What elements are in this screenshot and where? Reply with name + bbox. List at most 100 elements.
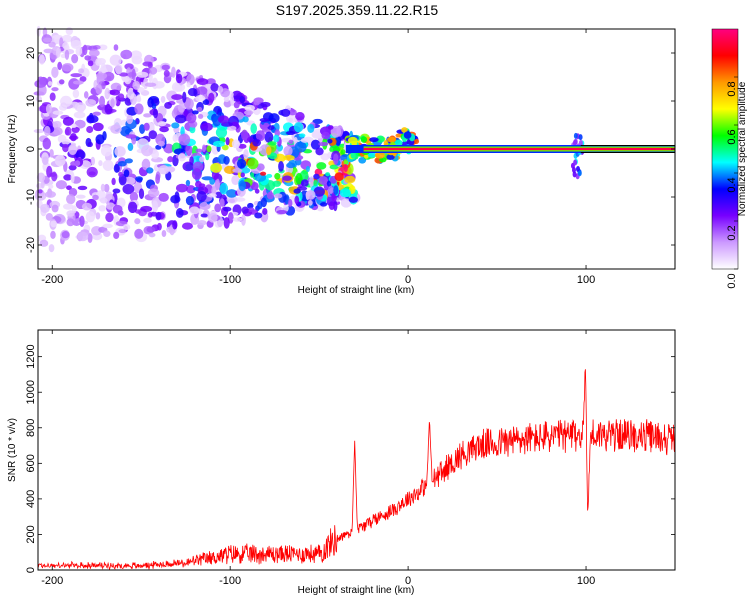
spectrogram-blob — [215, 127, 228, 138]
spectrogram-blob — [112, 188, 121, 194]
spectrogram-blob — [250, 172, 255, 178]
spectrogram-blob — [274, 193, 283, 199]
spectrogram-blob — [177, 103, 186, 113]
spectrogram-blob — [386, 136, 397, 143]
spectrogram-blob — [219, 198, 225, 208]
spectrogram-blob — [48, 244, 55, 253]
spectrogram-blob — [247, 158, 259, 170]
spectrogram-blob — [196, 106, 203, 112]
spectrogram-blob — [191, 168, 202, 180]
spectrogram-blob — [327, 125, 334, 130]
spectrogram-blob — [134, 228, 144, 239]
spectrogram-blob — [61, 63, 74, 72]
spectrogram-blob — [98, 205, 107, 212]
spectrogram-blob — [344, 175, 356, 184]
spectrogram-blob — [320, 202, 328, 207]
spectrogram-blob — [55, 180, 67, 190]
spectrogram-carrier-line — [345, 145, 675, 153]
y-tick-label: 0 — [25, 567, 37, 573]
spectrogram-blob — [134, 218, 141, 225]
x-tick-label: -100 — [219, 274, 241, 286]
spectrogram-blob — [104, 87, 111, 100]
spectrogram-blob — [241, 206, 249, 214]
spectrogram-blob — [114, 146, 126, 157]
spectrogram-blob — [84, 55, 92, 61]
spectrogram-blob — [233, 101, 240, 109]
spectrogram-blob — [199, 156, 205, 163]
spectrogram-blob — [163, 69, 170, 78]
spectrogram-blob — [219, 182, 229, 195]
spectrogram-blob — [181, 222, 194, 230]
x-tick-label: 0 — [405, 274, 411, 286]
spectrogram-blob — [99, 197, 108, 204]
spectrogram-blob — [124, 63, 134, 70]
spectrogram-blob — [386, 154, 395, 161]
spectrogram-blob — [79, 215, 85, 228]
spectrogram-blob — [42, 137, 51, 150]
spectrogram-blob — [211, 186, 217, 196]
spectrogram-blob — [200, 213, 208, 218]
spectrogram-blob — [87, 60, 94, 67]
spectrogram-blob — [268, 113, 280, 123]
spectrogram-blob — [273, 134, 280, 143]
spectrogram-blob — [287, 198, 293, 208]
y-tick-label: 200 — [25, 525, 37, 543]
spectrogram-blob — [114, 64, 123, 75]
x-tick-label: -100 — [219, 575, 241, 587]
spectrogram-blob — [226, 195, 238, 204]
spectrogram-blob — [197, 220, 207, 226]
spectrogram-blob — [119, 72, 128, 77]
spectrogram-blob — [313, 186, 325, 197]
spectrogram-blob — [335, 135, 342, 146]
spectrogram-blob — [131, 68, 136, 81]
spectrogram-blob — [341, 149, 346, 154]
spectrogram-blob — [157, 121, 167, 127]
spectrogram-blob — [268, 152, 278, 160]
spectrogram-blob — [312, 118, 323, 125]
spectrogram-blob — [379, 157, 387, 163]
spectrogram-blob — [138, 188, 145, 200]
spectrogram-blob — [87, 141, 93, 148]
spectrogram-blob — [51, 66, 59, 78]
spectrogram-blob — [143, 122, 150, 131]
spectrogram-blob — [47, 81, 53, 86]
spectrogram-blob — [573, 132, 578, 139]
spectrogram-blob — [250, 182, 259, 191]
spectrogram-blob — [156, 222, 162, 231]
spectrogram-blob — [195, 148, 203, 153]
spectrogram-blob — [70, 171, 75, 184]
spectrogram-blob — [573, 159, 578, 166]
spectrogram-blob — [161, 64, 170, 71]
spectrogram-blob — [102, 159, 114, 171]
spectrogram-blob — [105, 202, 116, 210]
spectrogram-blob — [86, 125, 94, 134]
spectrogram-blob — [72, 89, 80, 99]
spectrogram-blob — [69, 133, 77, 142]
snr-y-label: SNR (10 * v/v) — [7, 418, 18, 482]
spectrogram-blob — [111, 177, 116, 186]
spectrogram-blob — [238, 180, 246, 192]
y-tick-label: -20 — [25, 237, 37, 253]
spectrogram-blob — [288, 139, 294, 145]
spectrogram-blob — [141, 158, 151, 171]
spectrogram-blob — [239, 96, 245, 104]
spectrogram-blob — [201, 144, 207, 152]
spectrogram-blob — [146, 226, 156, 233]
spectrogram-blob — [140, 205, 153, 213]
spectrogram-blob — [71, 54, 79, 64]
spectrogram-blob — [45, 103, 52, 114]
spectrogram-blob — [63, 174, 73, 181]
spectrogram-blob — [38, 54, 46, 65]
spectrogram-blob — [174, 191, 180, 203]
spectrogram-blob — [36, 25, 41, 37]
spectrogram-blob — [195, 86, 208, 95]
spectrogram-blob — [283, 154, 295, 161]
spectrogram-blob — [185, 144, 193, 157]
spectrogram-blob — [328, 201, 335, 210]
spectrogram-blob — [78, 68, 85, 74]
spectrogram-blob — [267, 141, 277, 146]
spectrogram-blob — [174, 114, 187, 124]
spectrogram-blob — [197, 113, 204, 119]
spectrogram-blob — [143, 217, 152, 223]
spectrogram-blob — [225, 137, 230, 146]
